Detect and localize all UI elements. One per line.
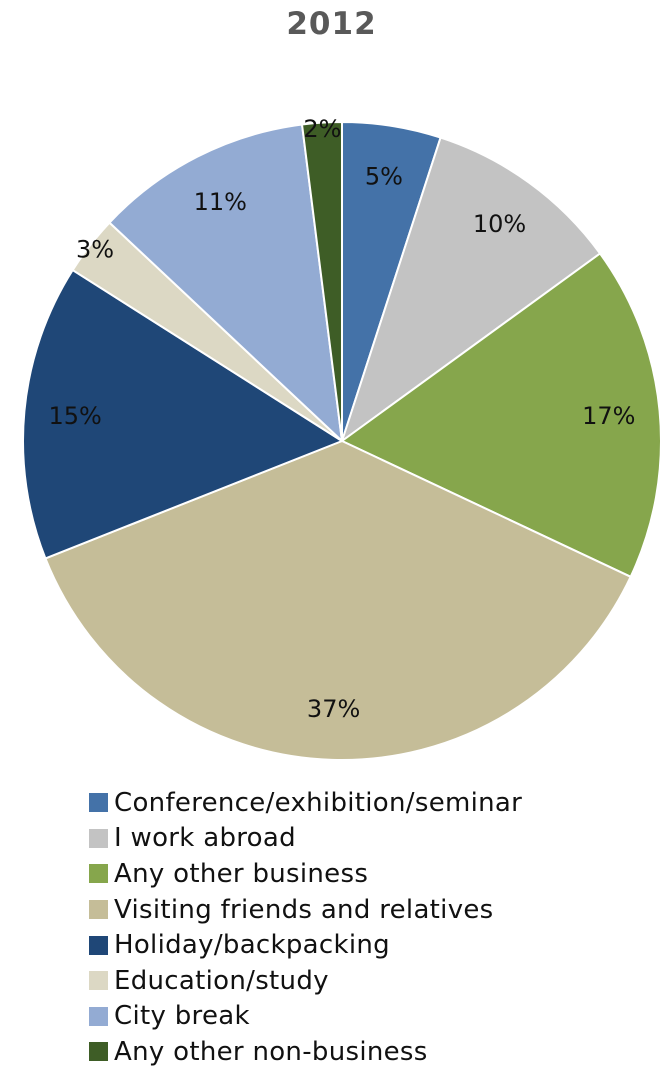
pie-slice-visiting-friends-and-relatives: [44, 440, 632, 761]
legend-item-holiday-backpacking: Holiday/backpacking: [89, 927, 659, 963]
data-label-i-work-abroad: 10%: [473, 210, 526, 238]
pie-slice-city-break: [108, 123, 343, 442]
data-label-visiting-friends-and-relatives: 37%: [307, 695, 360, 723]
legend-label: Any other business: [114, 858, 369, 889]
legend-item-visiting-friends-and-relatives: Visiting friends and relatives: [89, 892, 659, 928]
legend-swatch: [89, 935, 108, 955]
legend-swatch: [89, 864, 108, 884]
data-label-education-study: 3%: [76, 235, 114, 263]
legend-swatch: [89, 1006, 108, 1026]
legend-item-any-other-non-business: Any other non-business: [89, 1034, 659, 1070]
legend-swatch: [89, 793, 108, 813]
pie-slice-any-other-business: [341, 252, 662, 578]
legend-label: Conference/exhibition/seminar: [114, 787, 523, 818]
legend-label: Visiting friends and relatives: [114, 894, 494, 925]
pie-slices: [22, 121, 662, 761]
legend: Conference/exhibition/seminar I work abro…: [89, 785, 659, 1070]
legend-item-conference-exhibition-seminar: Conference/exhibition/seminar: [89, 785, 659, 821]
legend-label: Any other non-business: [114, 1036, 428, 1067]
legend-swatch: [89, 828, 108, 848]
legend-label: City break: [114, 1001, 250, 1032]
pie-slice-i-work-abroad: [341, 136, 602, 442]
legend-label: I work abroad: [114, 823, 296, 854]
legend-label: Education/study: [114, 965, 329, 996]
pie-data-labels: 5% 10% 17% 37% 15% 3% 11% 2%: [49, 115, 636, 723]
legend-label: Holiday/backpacking: [114, 930, 390, 961]
legend-item-education-study: Education/study: [89, 963, 659, 999]
legend-item-city-break: City break: [89, 999, 659, 1035]
data-label-holiday-backpacking: 15%: [49, 402, 102, 430]
legend-item-any-other-business: Any other business: [89, 856, 659, 892]
data-label-any-other-non-business: 2%: [303, 115, 341, 143]
legend-item-i-work-abroad: I work abroad: [89, 821, 659, 857]
data-label-city-break: 11%: [194, 188, 247, 216]
legend-swatch: [89, 1042, 108, 1062]
pie-slice-holiday-backpacking: [22, 269, 343, 560]
pie-chart: 5% 10% 17% 37% 15% 3% 11% 2%: [22, 115, 662, 761]
data-label-any-other-business: 17%: [582, 402, 635, 430]
legend-swatch: [89, 971, 108, 991]
pie-slice-any-other-non-business: [301, 121, 343, 442]
legend-swatch: [89, 900, 108, 920]
data-label-conference-exhibition-seminar: 5%: [365, 162, 403, 190]
chart-title: 2012: [286, 6, 377, 42]
